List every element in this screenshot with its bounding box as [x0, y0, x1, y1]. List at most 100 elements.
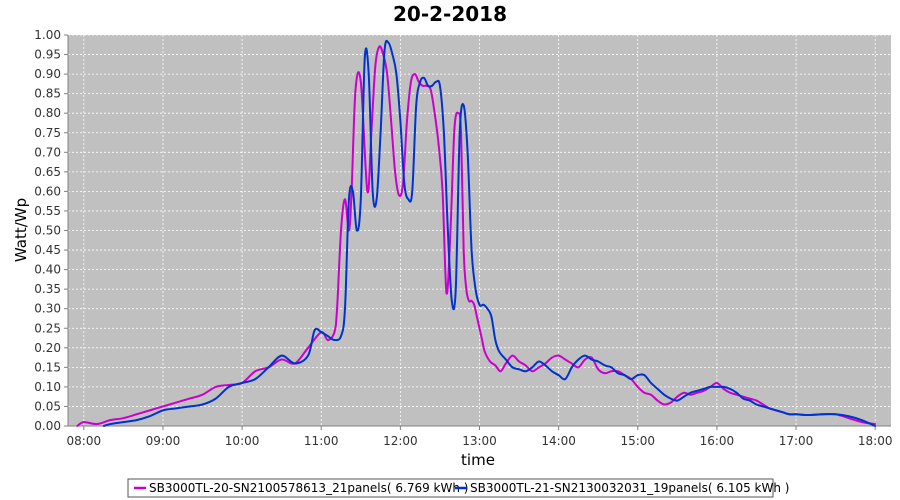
data-point-series-1: [762, 403, 764, 406]
data-point-series-2: [379, 131, 382, 134]
data-point-series-1: [336, 307, 338, 310]
data-point-series-2: [643, 374, 646, 377]
data-point-series-1: [748, 397, 751, 400]
data-point-series-1: [524, 364, 527, 367]
data-point-series-2: [344, 307, 346, 310]
data-point-series-1: [465, 288, 468, 291]
data-point-series-1: [453, 127, 456, 130]
data-point-series-1: [557, 354, 560, 357]
data-point-series-1: [228, 384, 230, 386]
data-point-series-1: [340, 229, 342, 232]
data-point-series-2: [162, 409, 164, 412]
data-point-series-1: [441, 190, 444, 193]
data-point-series-1: [148, 409, 151, 412]
data-point-series-1: [504, 362, 507, 365]
x-tick-label: 15:00: [620, 434, 655, 448]
data-point-series-2: [656, 387, 659, 390]
data-point-series-1: [494, 364, 497, 367]
data-point-series-2: [267, 366, 270, 369]
data-point-series-1: [656, 399, 659, 402]
data-point-series-2: [439, 84, 441, 87]
data-point-series-2: [415, 104, 418, 107]
data-point-series-1: [716, 382, 718, 384]
data-point-series-2: [669, 397, 672, 400]
data-point-series-2: [355, 229, 358, 232]
data-point-series-2: [716, 386, 718, 388]
data-point-series-2: [399, 120, 402, 122]
data-point-series-2: [722, 386, 725, 388]
data-point-series-2: [458, 131, 461, 134]
data-point-series-1: [537, 366, 540, 369]
data-point-series-2: [494, 339, 497, 341]
data-point-series-1: [96, 423, 98, 425]
data-point-series-1: [468, 299, 470, 302]
data-point-series-2: [683, 395, 685, 398]
data-point-series-2: [427, 84, 429, 87]
data-point-series-2: [768, 407, 771, 410]
data-point-series-2: [466, 151, 469, 154]
data-point-series-1: [470, 299, 473, 302]
data-point-series-2: [375, 198, 378, 201]
data-point-series-2: [411, 190, 414, 193]
data-point-series-2: [557, 374, 560, 377]
y-tick-label: 0.20: [34, 341, 61, 355]
data-point-series-2: [431, 84, 433, 87]
data-point-series-2: [511, 366, 514, 369]
x-tick-label: 08:00: [67, 434, 102, 448]
data-point-series-2: [102, 425, 105, 427]
y-tick-label: 0.65: [34, 165, 61, 179]
data-point-series-1: [729, 391, 731, 394]
data-point-series-1: [663, 403, 666, 406]
data-point-series-1: [354, 88, 357, 91]
data-point-series-1: [410, 81, 412, 83]
data-point-series-1: [669, 401, 672, 404]
data-point-series-1: [162, 405, 164, 408]
data-point-series-1: [333, 331, 336, 334]
data-point-series-2: [371, 190, 374, 193]
x-axis-label: time: [461, 451, 495, 469]
data-point-series-2: [617, 372, 619, 375]
data-point-series-1: [254, 370, 257, 373]
data-point-series-2: [537, 360, 540, 363]
data-point-series-2: [603, 364, 606, 367]
data-point-series-2: [293, 362, 296, 365]
data-point-series-2: [861, 419, 863, 422]
y-tick-label: 0.40: [34, 263, 61, 277]
y-tick-label: 1.00: [34, 28, 61, 42]
data-point-series-2: [610, 366, 613, 369]
x-tick-label: 13:00: [462, 434, 497, 448]
data-point-series-2: [387, 41, 390, 44]
data-point-series-2: [518, 368, 520, 371]
data-point-series-2: [504, 358, 507, 361]
data-point-series-2: [564, 378, 567, 380]
legend-box: [127, 478, 774, 498]
x-tick-label: 12:00: [383, 434, 418, 448]
y-axis-ticks: 0.00 0.05 0.10 0.15 0.20 0.25 0.30 0.35 0.40 0.45…: [34, 28, 68, 433]
data-point-series-1: [590, 356, 593, 359]
data-point-series-2: [482, 303, 485, 306]
data-point-series-1: [551, 356, 553, 359]
data-point-series-2: [407, 198, 410, 201]
data-point-series-1: [564, 358, 567, 361]
data-point-series-1: [175, 401, 178, 404]
data-point-series-2: [320, 331, 323, 334]
data-point-series-2: [462, 104, 465, 107]
data-point-series-1: [489, 360, 491, 363]
data-point-series-2: [470, 249, 473, 251]
data-point-series-1: [462, 249, 465, 251]
data-point-series-1: [643, 391, 646, 394]
data-point-series-2: [326, 335, 329, 337]
data-point-series-2: [363, 57, 366, 60]
data-point-series-1: [359, 81, 362, 83]
data-point-series-2: [280, 354, 283, 357]
data-point-series-1: [307, 346, 309, 349]
data-point-series-1: [603, 372, 606, 375]
data-point-series-2: [762, 405, 764, 408]
data-point-series-1: [429, 88, 432, 91]
data-point-series-1: [584, 358, 586, 361]
data-point-series-2: [478, 303, 481, 306]
y-tick-label: 0.25: [34, 321, 61, 335]
data-point-series-2: [847, 415, 850, 418]
data-point-series-2: [781, 411, 784, 414]
